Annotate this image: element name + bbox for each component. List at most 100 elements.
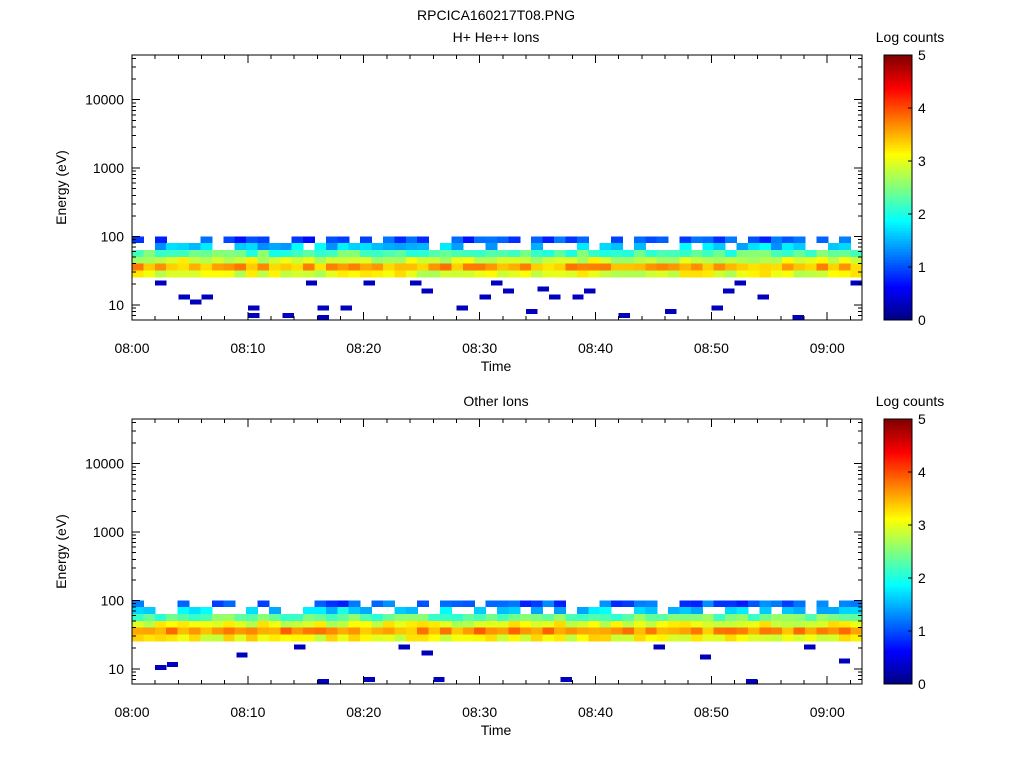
colorbar-swatch: [884, 583, 912, 587]
heatmap-cell: [428, 614, 441, 622]
heatmap-cell: [542, 236, 555, 244]
colorbar-tick-label: 2: [918, 570, 926, 586]
heatmap-cell: [382, 250, 395, 258]
heatmap-cell: [337, 634, 350, 642]
heatmap-cell: [736, 634, 749, 642]
heatmap-cell: [246, 614, 259, 622]
heatmap-cell: [246, 250, 259, 258]
heatmap-cell: [793, 270, 806, 278]
heatmap-cell: [565, 621, 578, 628]
heatmap-point: [410, 280, 422, 286]
heatmap-cell: [611, 627, 624, 635]
colorbar-swatch: [884, 479, 912, 484]
heatmap-cell: [702, 263, 715, 271]
heatmap-cell: [485, 621, 498, 628]
heatmap-cell: [679, 600, 692, 608]
heatmap-cell: [827, 614, 840, 622]
heatmap-cell: [325, 621, 338, 628]
colorbar-swatch: [884, 274, 912, 279]
colorbar-swatch: [884, 272, 912, 276]
heatmap-cell: [154, 614, 167, 622]
heatmap-cell: [382, 621, 395, 628]
colorbar-swatch: [884, 641, 912, 645]
colorbar-swatch: [884, 65, 912, 69]
colorbar-swatch: [884, 293, 912, 297]
heatmap-cell: [793, 243, 806, 251]
colorbar-swatch: [884, 195, 912, 199]
heatmap-cell: [793, 607, 806, 615]
colorbar-swatch: [884, 424, 912, 428]
heatmap-cell: [576, 250, 589, 258]
heatmap-cell: [713, 243, 726, 251]
heatmap-cell: [588, 614, 601, 622]
colorbar-swatch: [884, 221, 912, 226]
heatmap-cell: [394, 243, 407, 251]
colorbar-swatch: [884, 134, 912, 138]
heatmap-point: [247, 305, 260, 311]
heatmap-cell: [234, 634, 247, 642]
heatmap-cell: [462, 250, 475, 258]
heatmap-cell: [132, 600, 145, 608]
heatmap-cell: [747, 614, 760, 622]
heatmap-cell: [633, 243, 646, 251]
heatmap-cell: [531, 263, 544, 271]
heatmap-cell: [690, 257, 703, 264]
heatmap-cell: [417, 270, 430, 278]
colorbar-swatch: [884, 115, 912, 120]
heatmap-cell: [782, 243, 795, 251]
heatmap-cell: [679, 614, 692, 622]
heatmap-cell: [177, 250, 190, 258]
colorbar-swatch: [884, 243, 912, 247]
heatmap-cell: [303, 250, 316, 258]
colorbar-swatch: [884, 145, 912, 149]
heatmap-cell: [782, 614, 795, 622]
heatmap-cell: [348, 634, 361, 642]
colorbar-swatch: [884, 76, 912, 80]
colorbar-swatch: [884, 84, 912, 88]
heatmap-cell: [394, 634, 407, 642]
heatmap-cell: [576, 621, 589, 628]
heatmap-cell: [782, 600, 795, 608]
heatmap-cell: [725, 614, 738, 622]
heatmap-cell: [565, 250, 578, 258]
colorbar-swatch: [884, 429, 912, 433]
heatmap-cell: [804, 634, 817, 642]
heatmap-cell: [668, 607, 681, 615]
heatmap-cell: [382, 270, 395, 278]
heatmap-cell: [633, 263, 646, 271]
heatmap-cell: [257, 634, 270, 642]
heatmap-cell: [382, 627, 395, 635]
colorbar-swatch: [884, 543, 912, 547]
colorbar-swatch: [884, 485, 912, 489]
heatmap-cell: [576, 236, 589, 244]
colorbar-swatch: [884, 70, 912, 75]
heatmap-cell: [166, 627, 179, 635]
x-tick-label: 09:00: [810, 704, 845, 720]
heatmap-cell: [348, 600, 361, 608]
colorbar-swatch: [884, 123, 912, 128]
heatmap-cell: [633, 250, 646, 258]
x-tick-label: 08:00: [114, 340, 149, 356]
heatmap-cell: [303, 257, 316, 264]
heatmap-cell: [531, 607, 544, 615]
heatmap-cell: [839, 263, 852, 271]
heatmap-cell: [690, 600, 703, 608]
heatmap-cell: [827, 607, 840, 615]
x-tick-label: 08:50: [694, 704, 729, 720]
heatmap-cell: [702, 600, 715, 608]
heatmap-cell: [839, 257, 852, 264]
heatmap-cell: [360, 607, 373, 615]
heatmap-cell: [497, 236, 510, 244]
heatmap-cell: [257, 600, 270, 608]
heatmap-cell: [451, 270, 464, 278]
plot-frame: [131, 54, 863, 321]
heatmap-cell: [143, 263, 156, 271]
heatmap-cell: [291, 250, 304, 258]
heatmap-cell: [154, 627, 167, 635]
heatmap-cell: [428, 257, 441, 264]
heatmap-cell: [850, 607, 863, 615]
heatmap-cell: [314, 600, 327, 608]
colorbar-swatch: [884, 298, 912, 303]
heatmap-cell: [314, 627, 327, 635]
heatmap-cell: [154, 243, 167, 251]
